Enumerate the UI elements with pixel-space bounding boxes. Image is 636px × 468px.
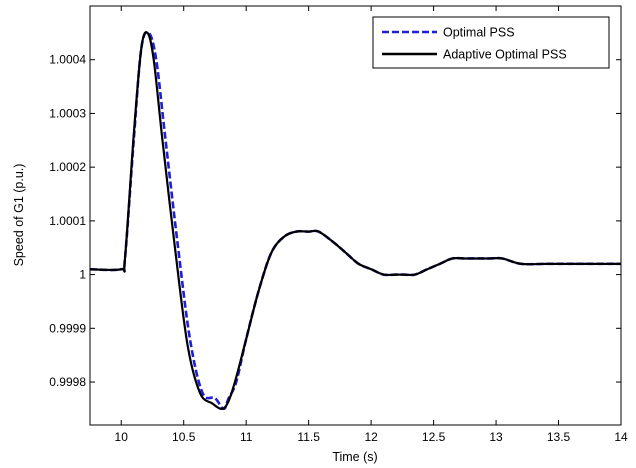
legend-label-adaptive-optimal-pss: Adaptive Optimal PSS	[443, 48, 567, 62]
series-layer	[89, 30, 621, 411]
legend-box	[372, 16, 610, 69]
x-tick-label: 13	[489, 430, 503, 444]
x-tick-label: 10.5	[172, 430, 196, 444]
y-tick-label: 1.0001	[49, 214, 86, 228]
y-tick-label: 0.9998	[49, 375, 86, 389]
x-tick-label: 12.5	[422, 430, 446, 444]
plot-area	[89, 5, 622, 426]
x-tick-label: 14	[614, 430, 628, 444]
x-tick-label: 11	[240, 430, 253, 444]
series-line-adaptive-optimal-pss	[89, 31, 621, 410]
x-tick-label: 10	[115, 430, 129, 444]
y-tick-label: 1	[79, 268, 86, 282]
y-tick-label: 1.0002	[49, 160, 86, 174]
legend-label-optimal-pss: Optimal PSS	[443, 26, 515, 40]
x-tick-label: 13.5	[547, 430, 571, 444]
y-tick-label: 1.0003	[49, 106, 86, 120]
legend: Optimal PSS Adaptive Optimal PSS	[372, 16, 610, 69]
x-tick-label: 11.5	[297, 430, 320, 444]
x-axis-ticks: 10 10.5 11 11.5 12 12.5 13 13.5 14	[115, 6, 628, 444]
y-tick-label: 1.0004	[49, 53, 86, 67]
x-tick-label: 12	[364, 430, 378, 444]
y-axis-ticks: 0.9998 0.9999 1 1.0001 1.0002 1.0003 1.0004	[49, 53, 621, 389]
y-axis-label: Speed of G1 (p.u.)	[12, 164, 26, 267]
x-axis-label: Time (s)	[332, 450, 377, 464]
y-tick-label: 0.9999	[49, 321, 86, 335]
